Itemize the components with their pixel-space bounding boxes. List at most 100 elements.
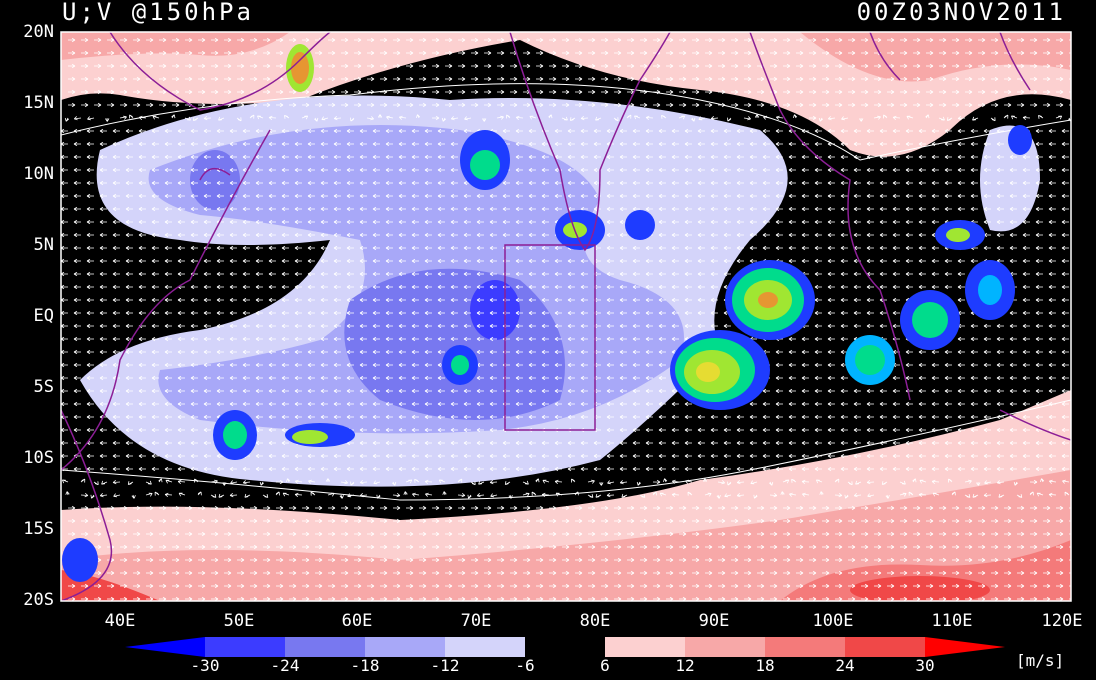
wind-arrow <box>931 258 939 264</box>
wind-arrow <box>1048 154 1056 160</box>
wind-arrow <box>99 167 107 173</box>
wind-arrow <box>853 206 861 212</box>
wind-arrow <box>554 193 562 199</box>
wind-arrow <box>398 141 406 147</box>
wind-arrow <box>879 154 887 160</box>
wind-arrow <box>203 128 211 134</box>
wind-arrow <box>536 102 544 108</box>
wind-arrow <box>606 284 614 290</box>
wind-arrow <box>549 89 557 95</box>
wind-arrow <box>991 37 999 43</box>
wind-arrow <box>281 154 289 160</box>
wind-arrow <box>983 245 991 251</box>
wind-arrow <box>632 284 640 290</box>
wind-arrow <box>463 206 471 212</box>
wind-arrow <box>640 102 648 108</box>
wind-arrow <box>905 258 913 264</box>
wind-arrow <box>73 245 81 251</box>
wind-arrow <box>515 193 523 199</box>
wind-arrow <box>957 193 965 199</box>
wind-arrow <box>697 206 705 212</box>
wind-arrow <box>892 232 900 238</box>
wind-arrow <box>346 167 354 173</box>
wind-arrow <box>965 89 973 95</box>
lat-label-15s: 15S <box>23 519 54 539</box>
wind-arrow <box>549 102 557 108</box>
wind-arrow <box>905 219 913 225</box>
wind-arrow <box>1009 245 1017 251</box>
wind-arrow <box>788 219 796 225</box>
wind-arrow <box>515 154 523 160</box>
wind-arrow <box>957 167 965 173</box>
wind-arrow <box>484 50 492 56</box>
wind-arrow <box>450 116 459 121</box>
wind-arrow <box>809 37 817 43</box>
wind-arrow <box>307 284 315 290</box>
wind-arrow <box>575 50 583 56</box>
wind-arrow <box>671 258 679 264</box>
wind-arrow <box>257 115 264 120</box>
wind-arrow <box>463 310 471 316</box>
wind-arrow <box>203 258 211 264</box>
wind-arrow <box>294 297 302 303</box>
wind-arrow <box>996 180 1004 186</box>
wind-arrow <box>255 180 263 186</box>
wind-arrow <box>861 89 869 95</box>
wind-arrow <box>185 50 193 56</box>
wind-arrow <box>320 297 328 303</box>
wind-arrow <box>281 297 289 303</box>
wind-arrow <box>263 37 271 43</box>
wind-arrow <box>276 37 284 43</box>
wind-arrow <box>1035 271 1043 277</box>
wind-arrow <box>393 102 401 108</box>
colorbar-label: -12 <box>430 656 460 675</box>
wind-arrow <box>905 141 913 147</box>
wind-arrow <box>177 245 185 251</box>
wind-arrow <box>229 219 237 225</box>
wind-arrow <box>68 37 76 43</box>
wind-arrow <box>484 76 492 82</box>
wind-arrow <box>939 89 947 95</box>
wind-arrow <box>138 167 146 173</box>
wind-arrow <box>710 232 718 238</box>
wind-arrow <box>1022 258 1030 264</box>
wind-arrow <box>393 89 401 95</box>
wind-arrow <box>918 154 926 160</box>
wind-arrow <box>450 128 458 134</box>
wind-arrow <box>237 89 245 95</box>
wind-arrow <box>1035 206 1043 212</box>
wind-arrow <box>879 141 887 147</box>
wind-arrow <box>718 63 726 69</box>
wind-arrow <box>458 37 466 43</box>
wind-arrow <box>1048 219 1056 225</box>
wind-arrow <box>320 323 328 329</box>
wind-arrow <box>1030 37 1038 43</box>
wind-arrow <box>861 102 869 108</box>
wind-arrow <box>632 297 640 303</box>
wind-arrow <box>398 284 406 290</box>
lon-label-90e: 90E <box>698 611 730 631</box>
wind-arrow <box>567 271 575 277</box>
wind-arrow <box>185 37 193 43</box>
wind-arrow <box>801 232 809 238</box>
wind-arrow <box>827 232 835 238</box>
wind-arrow <box>463 297 471 303</box>
wind-arrow <box>749 232 757 238</box>
wind-arrow <box>164 180 172 186</box>
wind-arrow <box>1022 206 1030 212</box>
wind-arrow <box>463 258 471 264</box>
wind-arrow <box>736 258 744 264</box>
wind-arrow <box>692 50 700 56</box>
wind-arrow <box>411 310 419 316</box>
wind-arrow <box>658 258 666 264</box>
wind-arrow <box>679 102 687 108</box>
wind-arrow <box>1043 89 1051 95</box>
wind-arrow <box>554 128 562 134</box>
colorbar-min-arrow <box>125 637 205 657</box>
wind-arrow <box>900 102 908 108</box>
wind-arrow <box>406 63 414 69</box>
wind-arrow <box>1035 141 1043 147</box>
wind-arrow <box>892 245 900 251</box>
wind-arrow <box>216 297 224 303</box>
wind-arrow <box>385 310 393 316</box>
